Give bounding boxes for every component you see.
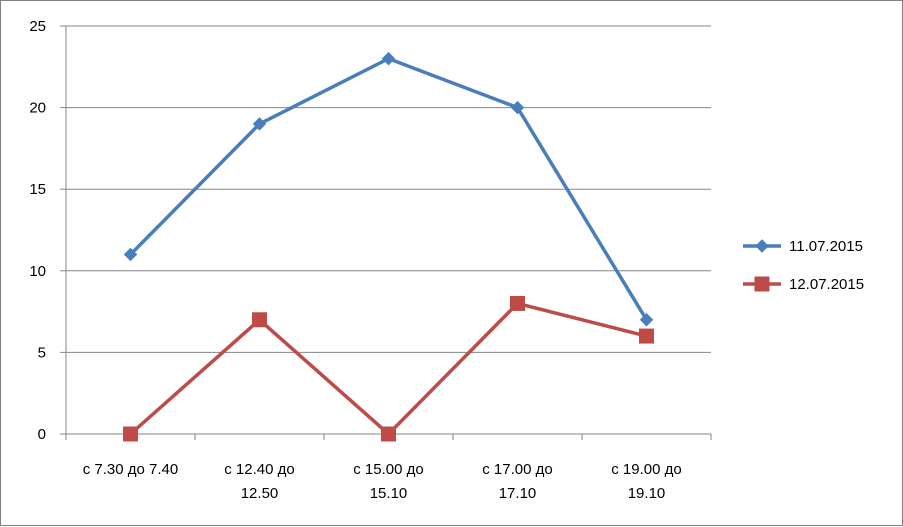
data-point — [639, 328, 654, 344]
series — [123, 51, 654, 442]
series-1 — [123, 51, 654, 327]
legend: 11.07.2015 12.07.2015 — [743, 238, 864, 293]
y-tick-label: 15 — [29, 181, 46, 198]
legend-marker — [755, 239, 769, 253]
data-point — [381, 426, 396, 442]
data-point — [381, 51, 396, 66]
legend-item: 11.07.2015 — [743, 238, 863, 255]
data-point — [123, 247, 138, 262]
axes — [60, 25, 712, 440]
legend-label: 11.07.2015 — [789, 238, 863, 255]
series-line — [129, 301, 647, 436]
y-tick-labels: 0 5 10 15 20 25 — [29, 18, 46, 443]
x-tick-label: с 17.00 до 17.10 — [482, 461, 552, 502]
gridlines — [66, 25, 711, 353]
x-tick-label: с 12.40 до 12.50 — [224, 461, 294, 502]
y-tick-label: 0 — [38, 426, 46, 443]
x-tick-labels: с 7.30 до 7.40 с 12.40 до 12.50 с 15.00 до 1… — [83, 461, 682, 502]
data-point — [252, 117, 267, 131]
x-tick-label: с 15.00 до 15.10 — [353, 461, 423, 502]
y-tick-label: 20 — [29, 100, 46, 117]
y-tick-label: 5 — [38, 344, 46, 361]
series-2 — [123, 295, 654, 442]
data-point — [510, 100, 525, 115]
y-tick-label: 25 — [29, 18, 46, 35]
x-tick-label: с 19.00 до 19.10 — [611, 461, 681, 502]
legend-marker — [754, 276, 770, 292]
data-point — [510, 295, 525, 311]
legend-item: 12.07.2015 — [743, 276, 864, 293]
data-point — [252, 312, 267, 328]
legend-label: 12.07.2015 — [789, 276, 864, 293]
data-point — [639, 313, 654, 327]
y-tick-label: 10 — [29, 263, 46, 280]
x-tick-label: с 7.30 до 7.40 — [83, 461, 179, 478]
data-point — [123, 426, 138, 442]
